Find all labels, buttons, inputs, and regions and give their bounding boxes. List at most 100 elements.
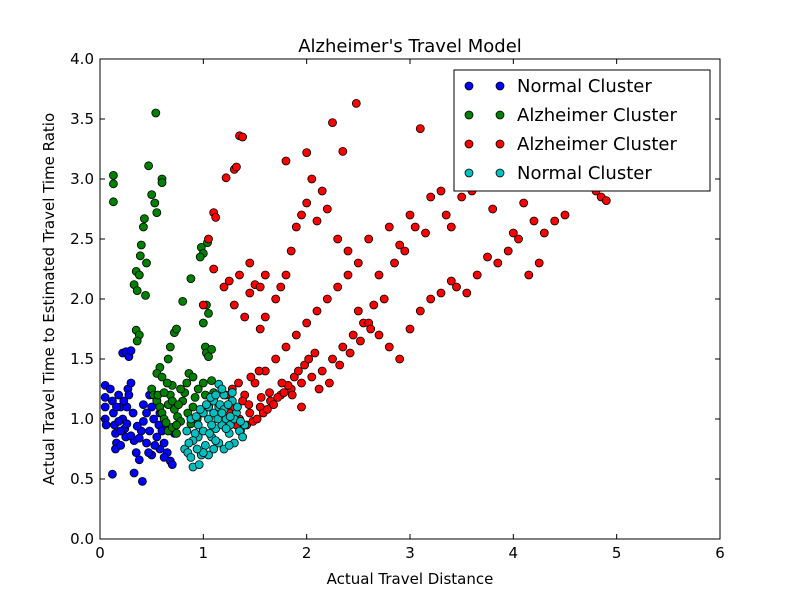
data-point-series-2	[550, 216, 560, 226]
data-point-series-2	[287, 390, 297, 400]
chart-title: Alzheimer's Travel Model	[298, 36, 522, 57]
data-point-series-0	[100, 392, 110, 402]
data-point-series-0	[116, 440, 126, 450]
data-point-series-1	[174, 400, 183, 410]
points-layer	[100, 99, 611, 486]
data-point-series-0	[101, 420, 111, 430]
x-tick-label: 0	[95, 544, 105, 562]
data-point-series-2	[345, 348, 355, 358]
data-point-series-2	[231, 162, 241, 172]
data-point-series-0	[129, 468, 139, 478]
data-point-series-2	[462, 288, 472, 298]
data-point-series-2	[488, 204, 498, 214]
data-point-series-3	[193, 420, 203, 430]
data-point-series-2	[198, 300, 208, 310]
data-point-series-2	[271, 354, 281, 364]
data-point-series-1	[204, 308, 213, 318]
data-point-series-0	[138, 416, 148, 426]
data-point-series-2	[493, 258, 503, 268]
data-point-series-3	[201, 400, 211, 410]
y-tick-label: 3.0	[70, 170, 94, 188]
data-point-series-2	[289, 372, 299, 382]
data-point-series-1	[161, 418, 171, 428]
data-point-series-2	[426, 294, 436, 304]
data-point-series-2	[307, 372, 317, 382]
data-point-series-3	[192, 444, 202, 454]
data-point-series-1	[193, 384, 203, 394]
data-point-series-2	[244, 400, 254, 410]
data-point-series-1	[207, 344, 217, 354]
data-point-series-0	[145, 426, 155, 436]
data-point-series-2	[441, 210, 451, 220]
data-point-series-2	[405, 210, 415, 220]
data-point-series-1	[163, 354, 173, 364]
data-point-series-2	[343, 246, 353, 256]
data-point-series-0	[142, 408, 151, 418]
data-point-series-2	[255, 282, 265, 292]
data-point-series-1	[207, 376, 217, 386]
data-point-series-2	[400, 246, 410, 256]
data-point-series-2	[262, 404, 272, 414]
data-point-series-2	[446, 222, 456, 232]
data-point-series-2	[204, 234, 213, 244]
data-point-series-2	[255, 324, 265, 334]
data-point-series-1	[198, 378, 208, 388]
data-point-series-2	[254, 366, 264, 376]
data-point-series-2	[426, 192, 436, 202]
legend-label: Alzheimer Cluster	[517, 105, 677, 126]
data-point-series-1	[186, 274, 196, 284]
data-point-series-2	[333, 234, 343, 244]
legend-marker-3-b	[495, 168, 505, 178]
data-point-series-2	[446, 276, 456, 286]
data-point-series-2	[335, 360, 345, 370]
data-point-series-2	[260, 270, 270, 280]
x-tick-label: 1	[199, 544, 209, 562]
data-point-series-1	[138, 222, 148, 232]
data-point-series-2	[291, 330, 301, 340]
x-tick-label: 5	[612, 544, 622, 562]
data-point-series-0	[150, 440, 160, 450]
data-point-series-2	[405, 324, 415, 334]
data-point-series-2	[271, 294, 281, 304]
data-point-series-0	[132, 421, 142, 431]
data-point-series-2	[238, 132, 248, 142]
data-point-series-0	[114, 390, 123, 400]
data-point-series-2	[395, 240, 405, 250]
data-point-series-2	[219, 282, 229, 292]
legend-marker-1-b	[495, 110, 505, 120]
data-point-series-3	[200, 440, 210, 450]
data-point-series-2	[343, 270, 353, 280]
data-point-series-0	[100, 402, 110, 412]
data-point-series-2	[276, 282, 286, 292]
x-tick-label: 3	[405, 544, 415, 562]
data-point-series-1	[172, 324, 181, 334]
legend-marker-0-a	[464, 81, 474, 91]
legend-marker-2-b	[495, 139, 505, 149]
data-point-series-1	[157, 178, 167, 188]
data-point-series-1	[172, 428, 181, 438]
data-point-series-1	[159, 388, 169, 398]
data-point-series-1	[142, 258, 151, 268]
data-point-series-3	[213, 414, 223, 424]
y-tick-label: 1.0	[70, 410, 94, 428]
data-point-series-0	[159, 438, 169, 448]
data-point-series-2	[519, 198, 529, 208]
data-point-series-2	[312, 306, 322, 316]
data-point-series-1	[188, 372, 198, 382]
y-tick-label: 1.5	[70, 350, 94, 368]
data-point-series-1	[139, 214, 149, 224]
data-point-series-2	[260, 312, 270, 322]
data-point-series-2	[351, 99, 361, 108]
data-point-series-2	[221, 173, 231, 183]
data-point-series-2	[508, 228, 518, 238]
data-point-series-2	[452, 282, 461, 292]
data-point-series-3	[221, 424, 231, 434]
data-point-series-0	[167, 460, 177, 470]
data-point-series-0	[131, 448, 141, 458]
data-point-series-2	[297, 378, 306, 388]
legend-label: Normal Cluster	[517, 163, 652, 184]
data-point-series-2	[312, 216, 322, 226]
data-point-series-2	[539, 228, 549, 238]
data-point-series-1	[195, 252, 205, 262]
data-point-series-2	[436, 288, 446, 298]
